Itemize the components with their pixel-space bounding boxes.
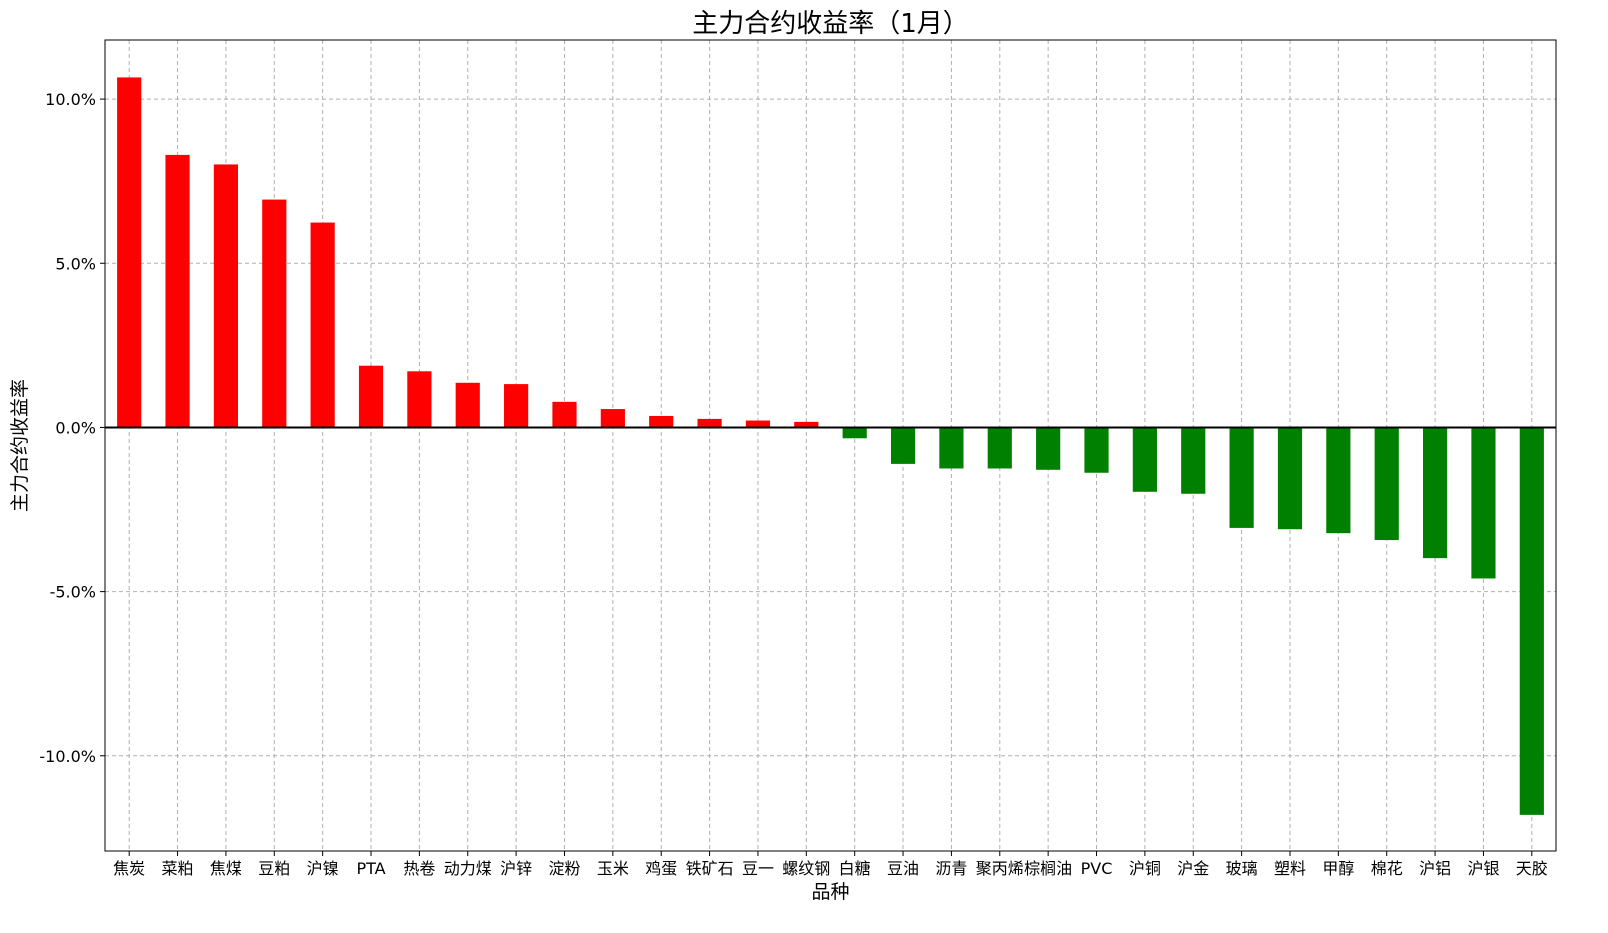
x-tick-label: 塑料 <box>1274 859 1306 878</box>
bar <box>890 427 916 464</box>
x-tick-label: 沪铝 <box>1419 859 1451 878</box>
bar <box>745 420 771 428</box>
y-tick-label: 5.0% <box>55 254 96 273</box>
bar <box>649 415 674 428</box>
bar <box>117 77 142 428</box>
bar <box>987 427 1012 469</box>
x-axis-ticks: 焦炭 菜粕 焦煤 豆粕 沪镍 PTA 热卷 动力煤 沪锌 淀粉 玉米 鸡蛋 铁矿石 豆一 螺纹钢 白糖 豆油 沥青… <box>113 851 1548 878</box>
x-tick-label: 沪镍 <box>307 859 339 878</box>
x-tick-label: 玻璃 <box>1226 859 1258 878</box>
bar <box>697 418 722 428</box>
x-tick-label: 豆油 <box>887 859 919 878</box>
x-tick-label: 鸡蛋 <box>645 859 677 878</box>
x-tick-label: 甲醇 <box>1322 859 1354 878</box>
chart-title: 主力合约收益率（1月） <box>692 9 969 39</box>
bar <box>310 222 335 428</box>
x-tick-label: 沪金 <box>1177 859 1209 878</box>
y-tick-label: -10.0% <box>39 747 96 766</box>
x-tick-label: 焦煤 <box>210 859 242 878</box>
y-tick-label: 0.0% <box>55 418 96 437</box>
x-tick-label: 沪锌 <box>500 859 532 878</box>
bar <box>1036 427 1061 470</box>
bar <box>213 164 239 428</box>
bar <box>1084 427 1109 473</box>
bar <box>939 427 964 469</box>
bar <box>1471 427 1496 579</box>
bar <box>165 154 190 428</box>
x-tick-label: 天胶 <box>1516 859 1548 878</box>
bar <box>1374 427 1399 541</box>
x-tick-label: PTA <box>356 859 385 878</box>
bar <box>1519 427 1544 815</box>
plot-frame <box>104 39 1557 852</box>
bar <box>600 409 625 428</box>
bar <box>1132 427 1157 492</box>
x-tick-label: 动力煤 <box>444 859 492 878</box>
x-tick-label: 沪银 <box>1467 859 1499 878</box>
bar <box>842 427 867 439</box>
bar <box>455 382 480 428</box>
x-tick-label: 沪铜 <box>1129 859 1161 878</box>
x-tick-label: 热卷 <box>403 859 435 878</box>
x-tick-label: 焦炭 <box>113 859 145 878</box>
bars <box>117 77 1544 815</box>
grid <box>105 40 1556 851</box>
x-tick-label: 菜粕 <box>162 859 194 878</box>
bar <box>1277 427 1303 530</box>
y-axis-ticks: 10.0% 5.0% 0.0% -5.0% -10.0% <box>39 90 105 766</box>
bar <box>1181 427 1206 494</box>
bar <box>1326 427 1351 534</box>
bar <box>794 421 819 428</box>
x-tick-label: 沥青 <box>935 859 967 878</box>
x-tick-label: 螺纹钢 <box>782 859 830 878</box>
x-tick-label: 聚丙烯 <box>976 859 1024 878</box>
bar <box>262 199 287 428</box>
x-tick-label: 铁矿石 <box>686 859 734 878</box>
x-tick-label: 玉米 <box>597 859 629 878</box>
bar <box>1422 427 1448 559</box>
bar <box>504 384 529 428</box>
y-axis-label: 主力合约收益率 <box>9 379 31 512</box>
bar <box>552 401 577 428</box>
y-tick-label: 10.0% <box>45 90 96 109</box>
y-tick-label: -5.0% <box>50 583 96 602</box>
x-tick-label: PVC <box>1081 859 1113 878</box>
bar <box>1229 427 1254 528</box>
x-axis-label: 品种 <box>811 881 849 903</box>
x-tick-label: 淀粉 <box>548 859 580 878</box>
bar <box>358 365 384 428</box>
x-tick-label: 豆一 <box>742 859 774 878</box>
bar <box>407 371 432 428</box>
x-tick-label: 豆粕 <box>258 859 290 878</box>
x-tick-label: 棕榈油 <box>1024 859 1072 878</box>
x-tick-label: 白糖 <box>839 859 871 878</box>
x-tick-label: 棉花 <box>1371 859 1403 878</box>
